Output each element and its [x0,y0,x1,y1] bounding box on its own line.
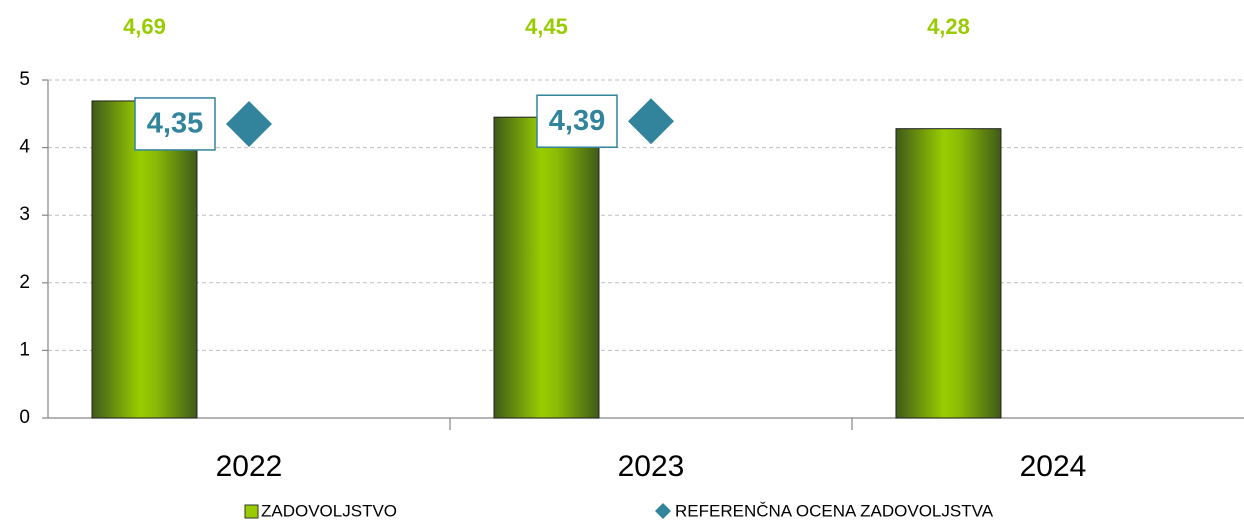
legend-label: REFERENČNA OCENA ZADOVOLJSTVA [675,501,994,520]
bar-value-label: 4,69 [123,14,166,39]
x-tick-label: 2023 [618,450,685,483]
legend-label: ZADOVOLJSTVO [261,501,397,520]
y-tick-label: 1 [19,339,30,360]
y-tick-label: 5 [19,69,30,90]
bar-value-label: 4,45 [525,14,568,39]
x-tick-label: 2024 [1020,450,1087,483]
y-tick-label: 4 [19,137,30,158]
bar [493,116,600,419]
y-tick-label: 0 [19,407,30,428]
legend-swatch [655,503,671,519]
bar [895,128,1002,419]
y-tick-label: 3 [19,204,30,225]
x-tick-label: 2022 [216,450,283,483]
y-tick-label: 2 [19,272,30,293]
bar-value-label: 4,28 [927,14,970,39]
reference-marker [226,100,272,147]
bar [91,100,198,419]
reference-value-label: 4,39 [549,105,605,137]
reference-value-label: 4,35 [147,108,203,140]
reference-label-box [134,97,216,151]
reference-label-box [536,94,618,148]
reference-marker [628,98,674,145]
legend-swatch [244,504,259,519]
